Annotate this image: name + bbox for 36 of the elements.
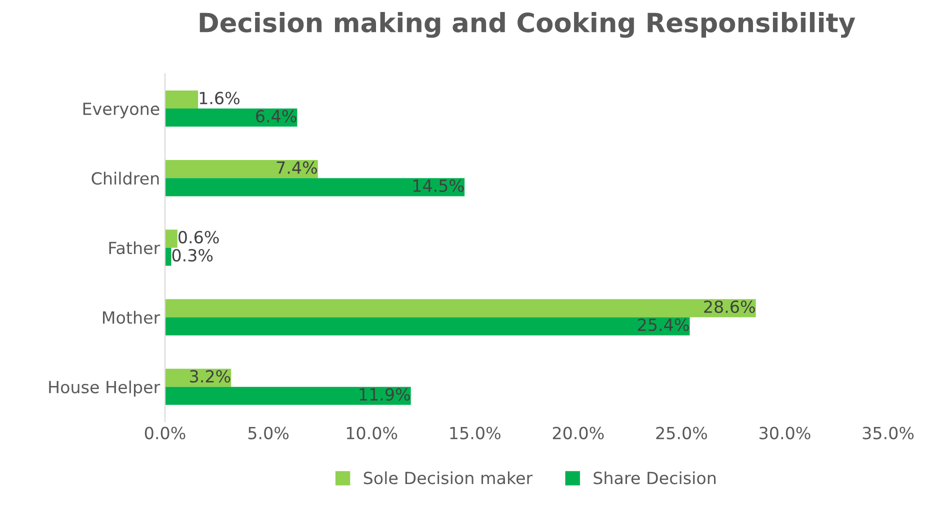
x-tick-label: 15.0% [450,426,500,440]
x-tick-label: 30.0% [760,426,810,440]
bar [165,317,690,336]
y-tick-label: Mother [103,310,160,324]
x-tick-label: 10.0% [346,426,398,440]
data-label: 0.6% [178,230,219,244]
data-label: 28.6% [704,300,755,314]
x-tick-label: 0.0% [144,426,186,440]
x-tick-label: 25.0% [656,426,708,440]
y-tick-label: Everyone [83,102,160,118]
data-label: 0.3% [172,248,213,262]
data-label: 7.4% [276,161,317,174]
bar [165,178,465,196]
x-tick-label: 20.0% [552,426,604,440]
data-label: 25.4% [638,318,689,332]
bar [165,108,298,127]
bar [165,368,232,387]
data-label: 6.4% [256,110,296,122]
y-tick-label: Father [109,241,160,254]
bar [165,248,172,266]
legend-label: Sole Decision maker [364,471,533,484]
bar [165,299,756,318]
bar [165,230,178,248]
x-tick-label: 35.0% [862,426,914,440]
data-label: 1.6% [200,92,240,104]
data-label: 14.5% [413,179,464,192]
data-label: 3.2% [190,370,230,383]
bar [165,90,198,109]
y-tick-label: House Helper [49,380,160,397]
data-label: 11.9% [360,388,410,401]
x-tick-label: 5.0% [248,426,289,440]
bar [165,386,411,405]
y-tick-label: Children [92,172,159,185]
chart-title: Decision making and Cooking Responsibility [200,12,856,38]
bar [165,160,318,178]
legend-label: Share Decision [594,471,716,484]
